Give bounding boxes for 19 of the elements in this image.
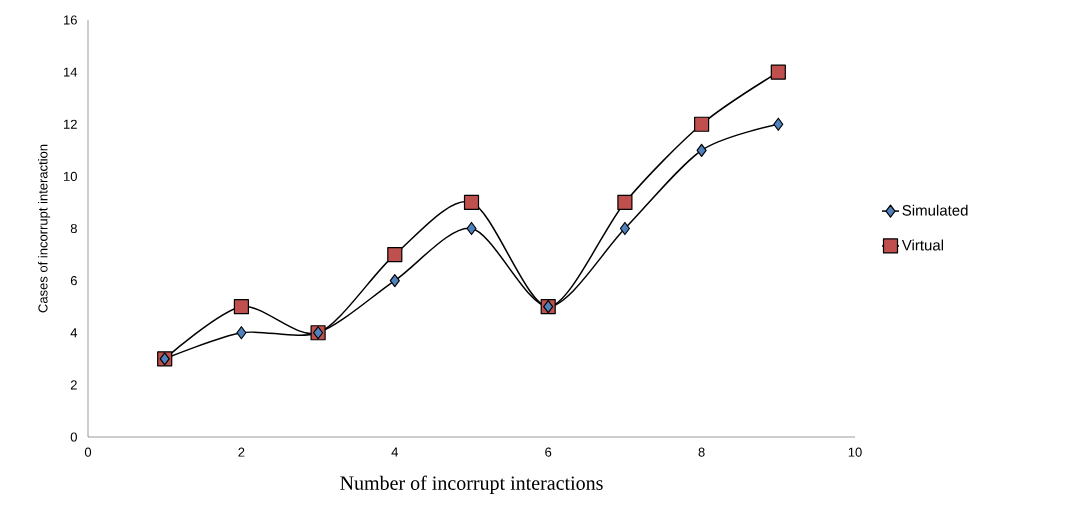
x-tick-label: 8 — [698, 447, 705, 457]
legend-label: Simulated — [902, 204, 968, 216]
y-tick-label: 16 — [64, 15, 77, 25]
y-tick-label: 14 — [64, 67, 78, 77]
y-tick-label: 12 — [64, 119, 77, 129]
y-axis-title: Cases of incorrupt interaction — [38, 144, 51, 313]
x-axis-title: Number of incorrupt interactions — [340, 475, 603, 494]
x-tick-label: 4 — [391, 447, 399, 457]
y-tick-label: 10 — [64, 171, 77, 181]
x-tick-label: 2 — [238, 447, 245, 457]
x-tick-label: 0 — [84, 447, 92, 457]
y-tick-label: 0 — [70, 432, 77, 442]
y-tick-label: 6 — [70, 276, 77, 286]
y-tick-label: 2 — [70, 380, 77, 390]
y-tick-label: 8 — [70, 223, 77, 234]
legend-label: Virtual — [901, 239, 944, 251]
y-tick-label: 4 — [70, 328, 78, 338]
x-tick-label: 6 — [545, 447, 552, 457]
x-tick-label: 10 — [848, 447, 862, 457]
